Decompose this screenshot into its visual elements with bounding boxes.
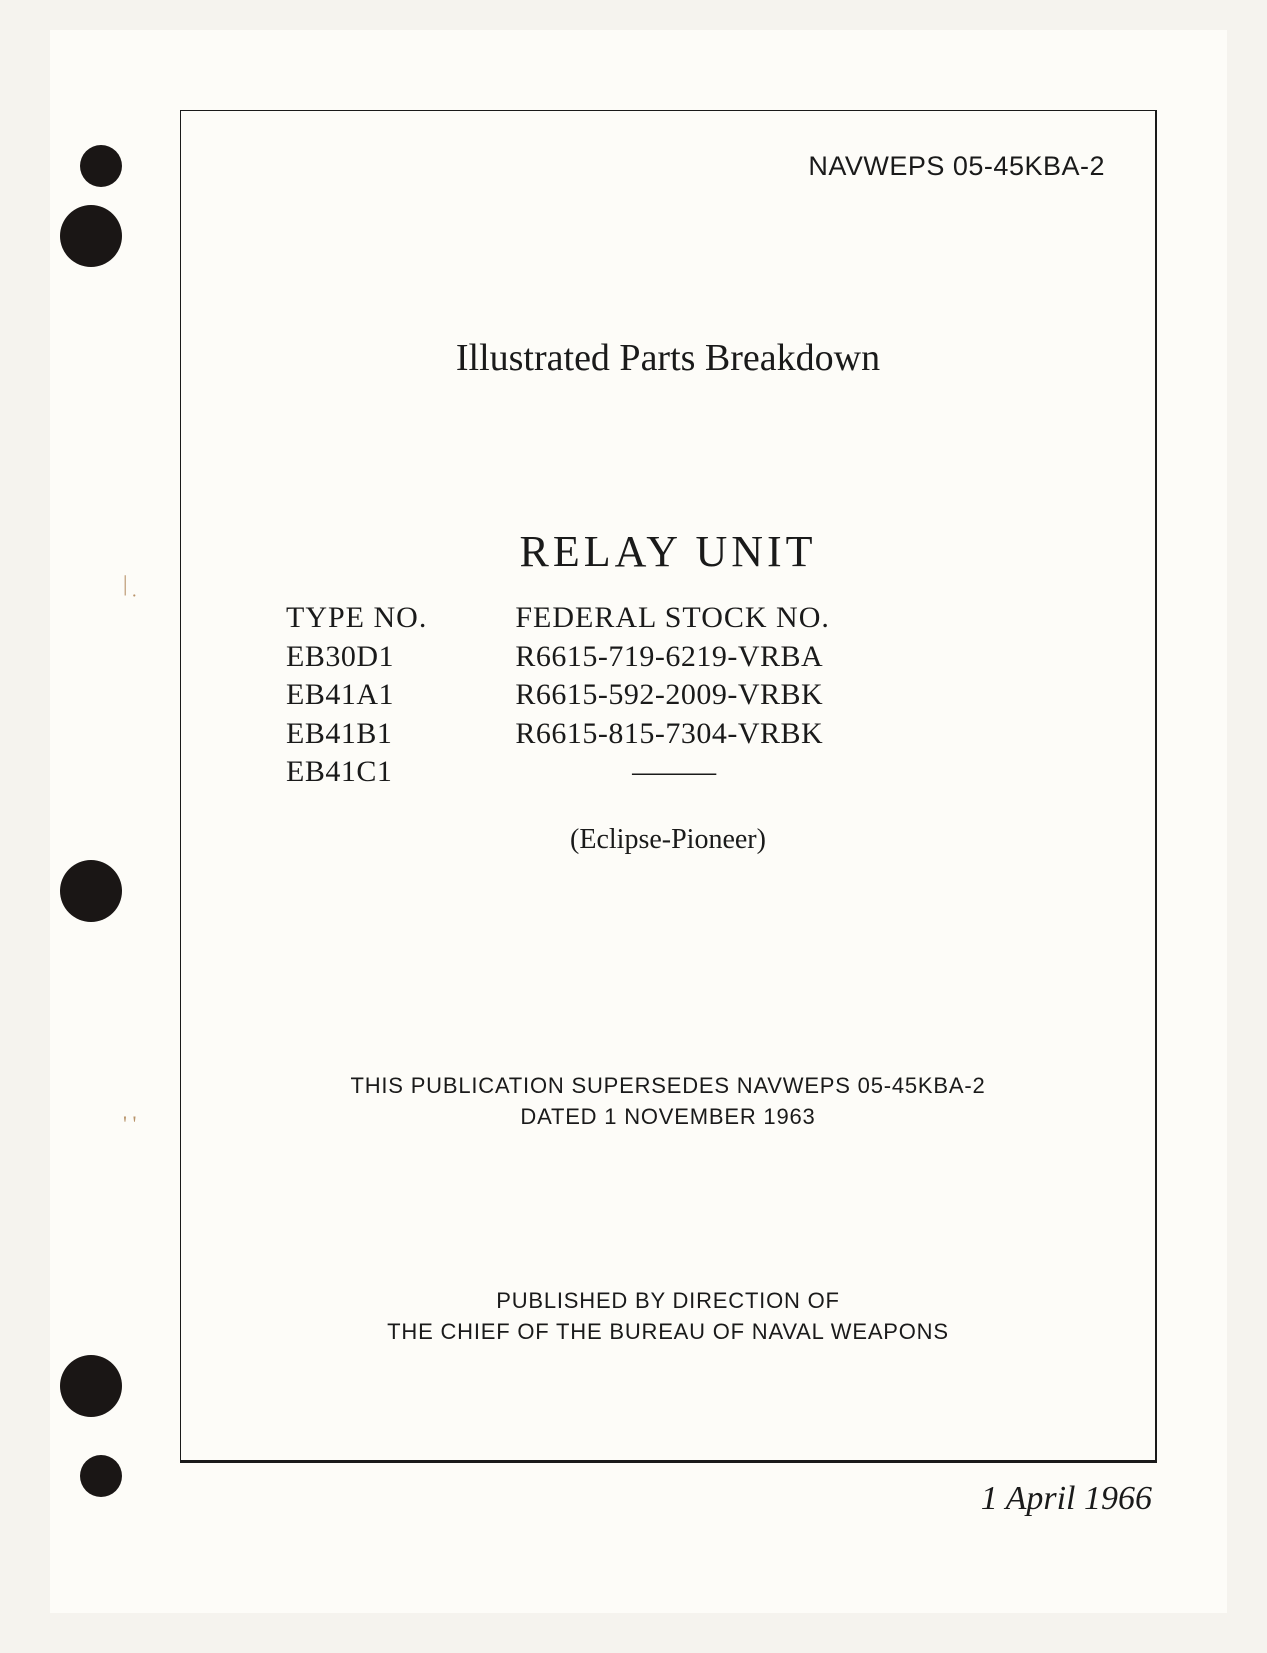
stock-number: R6615-719-6219-VRBA	[515, 638, 823, 676]
stock-number-column: FEDERAL STOCK NO. R6615-719-6219-VRBA R6…	[515, 601, 830, 792]
punch-hole	[60, 860, 122, 922]
supersedes-line: DATED 1 NOVEMBER 1963	[181, 1102, 1155, 1133]
publisher-line: THE CHIEF OF THE BUREAU OF NAVAL WEAPONS	[181, 1317, 1155, 1348]
stock-number: R6615-815-7304-VRBK	[515, 715, 823, 753]
parts-table: TYPE NO. EB30D1 EB41A1 EB41B1 EB41C1 FED…	[286, 601, 1045, 792]
punch-hole	[60, 205, 122, 267]
manufacturer-label: (Eclipse-Pioneer)	[181, 824, 1155, 856]
column-header: FEDERAL STOCK NO.	[515, 601, 830, 635]
document-title: RELAY UNIT	[181, 526, 1155, 577]
scan-artifact: ' '	[123, 1111, 136, 1137]
publication-date: 1 April 1966	[981, 1480, 1152, 1518]
punch-hole	[60, 1355, 122, 1417]
supersedes-line: THIS PUBLICATION SUPERSEDES NAVWEPS 05-4…	[181, 1071, 1155, 1102]
type-number: EB41A1	[286, 676, 394, 714]
stock-number-empty: ———	[515, 753, 830, 791]
publisher-notice: PUBLISHED BY DIRECTION OF THE CHIEF OF T…	[181, 1286, 1155, 1348]
column-header: TYPE NO.	[286, 601, 427, 635]
document-page: | . ' ' NAVWEPS 05-45KBA-2 Illustrated P…	[50, 30, 1227, 1613]
scan-artifact: | .	[123, 571, 137, 601]
content-frame: | . ' ' NAVWEPS 05-45KBA-2 Illustrated P…	[180, 110, 1157, 1463]
type-number: EB41C1	[286, 753, 392, 791]
type-number: EB41B1	[286, 715, 392, 753]
punch-hole	[80, 1455, 122, 1497]
publisher-line: PUBLISHED BY DIRECTION OF	[181, 1286, 1155, 1317]
punch-hole	[80, 145, 122, 187]
document-code: NAVWEPS 05-45KBA-2	[808, 151, 1105, 182]
type-number-column: TYPE NO. EB30D1 EB41A1 EB41B1 EB41C1	[286, 601, 427, 792]
document-subtitle: Illustrated Parts Breakdown	[181, 336, 1155, 380]
supersedes-notice: THIS PUBLICATION SUPERSEDES NAVWEPS 05-4…	[181, 1071, 1155, 1133]
stock-number: R6615-592-2009-VRBK	[515, 676, 823, 714]
type-number: EB30D1	[286, 638, 394, 676]
